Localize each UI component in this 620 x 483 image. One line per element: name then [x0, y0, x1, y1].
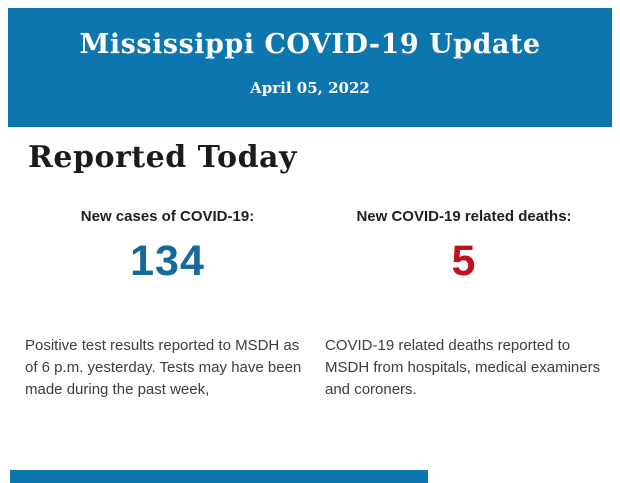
stat-column-new-deaths: New COVID-19 related deaths: 5 COVID-19 …: [325, 208, 603, 401]
new-deaths-description: COVID-19 related deaths reported to MSDH…: [325, 337, 601, 398]
new-cases-description: Positive test results reported to MSDH a…: [25, 337, 302, 398]
section-heading-reported-today: Reported Today: [28, 140, 297, 175]
new-deaths-label: New COVID-19 related deaths:: [356, 208, 572, 225]
next-section-header-partial: [10, 470, 428, 483]
update-header: Mississippi COVID-19 Update April 05, 20…: [8, 8, 612, 127]
new-deaths-value: 5: [451, 237, 477, 285]
stats-row: New cases of COVID-19: 134 Positive test…: [25, 208, 603, 401]
new-cases-label: New cases of COVID-19:: [80, 208, 255, 225]
page-title: Mississippi COVID-19 Update: [79, 29, 541, 60]
report-date: April 05, 2022: [250, 79, 370, 97]
new-cases-value: 134: [130, 237, 205, 285]
stat-column-new-cases: New cases of COVID-19: 134 Positive test…: [25, 208, 310, 401]
